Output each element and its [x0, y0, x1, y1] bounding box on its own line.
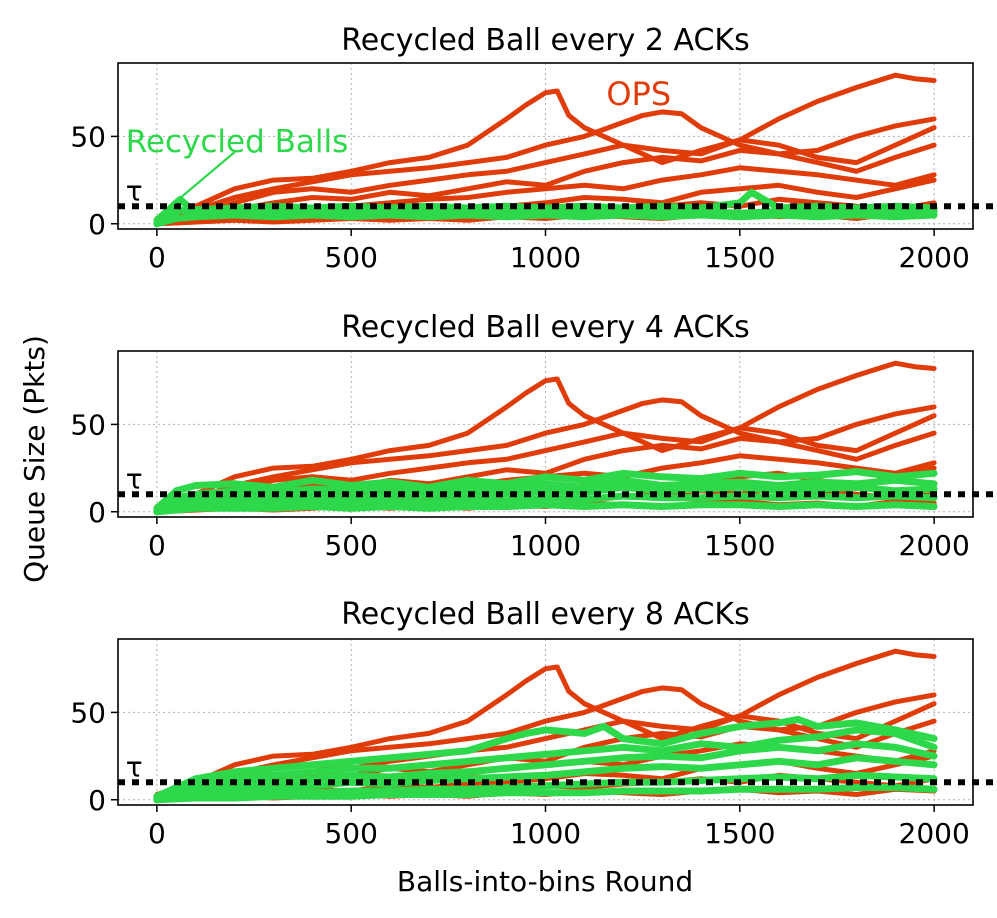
- x-tick-label: 2000: [899, 241, 970, 274]
- series-ops-line: [154, 413, 937, 513]
- x-tick-label: 1500: [704, 241, 775, 274]
- y-tick-label: 0: [88, 208, 106, 241]
- x-axis-label: Balls-into-bins Round: [397, 865, 693, 898]
- series-ops-line: [154, 397, 937, 511]
- series-ops-line: [154, 109, 937, 223]
- series-recycled-line: [153, 492, 938, 516]
- x-tick-label: 1000: [510, 529, 581, 562]
- x-tick-label: 1500: [704, 529, 775, 562]
- series-recycled-line: [153, 754, 938, 804]
- x-tick-label: 2000: [899, 529, 970, 562]
- threshold-label: τ: [126, 174, 143, 207]
- chart-title: Recycled Ball every 8 ACKs: [341, 597, 749, 632]
- series-ops-line: [154, 125, 937, 225]
- series-ops-line: [154, 685, 937, 799]
- y-axis-label: Queue Size (Pkts): [18, 335, 51, 583]
- series-recycled-line: [153, 784, 938, 804]
- x-tick-label: 1000: [510, 241, 581, 274]
- series-recycled-line: [153, 468, 938, 512]
- x-tick-label: 500: [324, 241, 377, 274]
- x-tick-label: 500: [324, 817, 377, 850]
- annotation-recycled-label: Recycled Balls: [126, 124, 349, 160]
- x-tick-label: 0: [148, 817, 166, 850]
- series-ops-line: [154, 72, 937, 221]
- x-tick-label: 0: [148, 241, 166, 274]
- series-ops-line: [154, 648, 937, 797]
- series-recycled-line: [153, 476, 938, 514]
- plot-area: [153, 360, 938, 516]
- chart-title: Recycled Ball every 2 ACKs: [341, 23, 749, 58]
- threshold-label: τ: [126, 750, 143, 783]
- y-tick-label: 0: [88, 784, 106, 817]
- y-tick-label: 0: [88, 496, 106, 529]
- y-tick-label: 50: [70, 120, 106, 153]
- series-ops-line: [154, 360, 937, 509]
- series-recycled-line: [153, 715, 938, 800]
- x-tick-label: 1500: [704, 817, 775, 850]
- series-ops-line: [154, 142, 937, 227]
- series-recycled-line: [153, 211, 938, 228]
- y-tick-label: 50: [70, 408, 106, 441]
- x-tick-label: 500: [324, 529, 377, 562]
- series-recycled-line: [153, 726, 938, 802]
- annotation-ops-label: OPS: [606, 75, 671, 113]
- series-recycled-line: [153, 501, 938, 516]
- x-tick-label: 2000: [899, 817, 970, 850]
- threshold-label: τ: [126, 462, 143, 495]
- plot-area: [153, 648, 938, 804]
- x-tick-label: 0: [148, 529, 166, 562]
- chart-title: Recycled Ball every 4 ACKs: [341, 310, 749, 345]
- y-tick-label: 50: [70, 696, 106, 729]
- x-tick-label: 1000: [510, 817, 581, 850]
- annotation-arrow: [171, 151, 236, 206]
